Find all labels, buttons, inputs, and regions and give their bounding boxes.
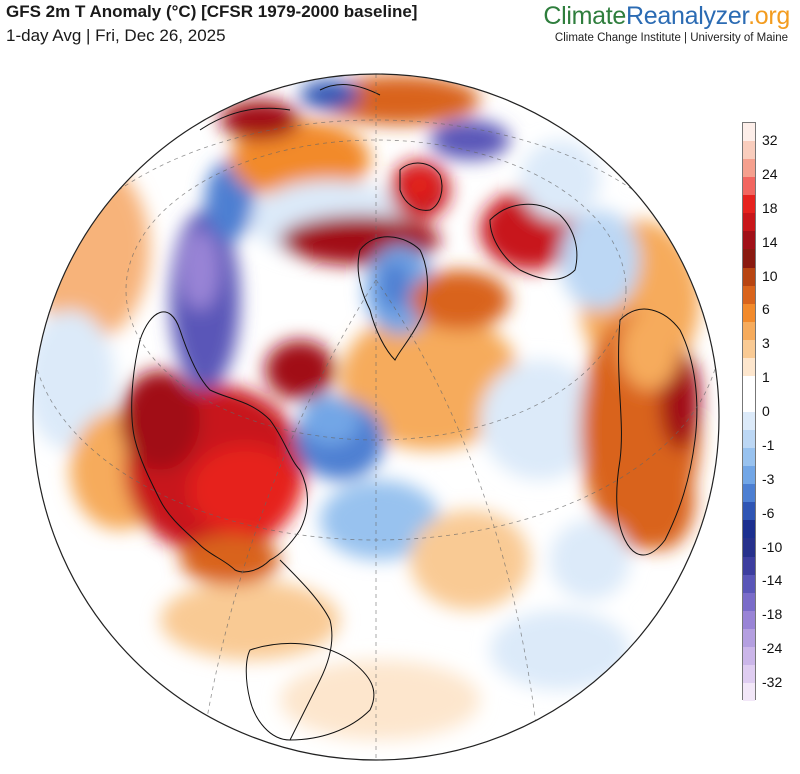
legend-label: -32 — [762, 674, 783, 690]
color-scale-bar — [742, 122, 756, 701]
legend-label: 14 — [762, 233, 778, 250]
brand-part-org: .org — [748, 2, 790, 30]
legend-swatch — [743, 448, 755, 467]
legend-swatch — [743, 375, 755, 394]
legend-swatch — [743, 339, 755, 358]
legend-swatch — [743, 303, 755, 322]
legend-swatch — [743, 123, 755, 142]
legend-label: -6 — [762, 504, 775, 521]
coastlines — [131, 84, 698, 741]
legend-label: -18 — [762, 606, 783, 623]
legend-swatch — [743, 538, 755, 557]
brand-part-reanalyzer: Reanalyzer — [626, 2, 749, 30]
brand-logo[interactable]: ClimateReanalyzer.org — [543, 2, 790, 31]
legend-label: 10 — [762, 267, 778, 284]
legend-swatch — [743, 628, 755, 647]
legend-label: -1 — [762, 436, 775, 453]
legend-swatch — [743, 520, 755, 539]
legend-swatch — [743, 195, 755, 214]
legend-swatch — [743, 321, 755, 340]
map-title: GFS 2m T Anomaly (°C) [CFSR 1979-2000 ba… — [6, 2, 418, 21]
legend-label: -3 — [762, 470, 775, 487]
legend-label: -24 — [762, 640, 783, 657]
legend-swatch — [743, 556, 755, 575]
legend-label: 0 — [762, 403, 770, 419]
legend-swatch — [743, 484, 755, 503]
brand-part-climate: Climate — [543, 2, 627, 30]
legend-swatch — [743, 412, 755, 431]
map-subtitle: 1-day Avg | Fri, Dec 26, 2025 — [6, 26, 226, 45]
legend-label: 32 — [762, 132, 778, 148]
legend-swatch — [743, 141, 755, 160]
legend-swatch — [743, 646, 755, 665]
legend-swatch — [743, 231, 755, 250]
legend-swatch — [743, 177, 755, 196]
brand-tagline: Climate Change Institute | University of… — [554, 32, 788, 44]
legend-swatch — [743, 267, 755, 286]
legend-label: 3 — [762, 335, 770, 352]
legend-swatch — [743, 249, 755, 268]
legend-swatch — [743, 159, 755, 178]
legend-swatch — [743, 592, 755, 611]
globe-outline — [32, 73, 720, 761]
legend-label: 18 — [762, 199, 778, 216]
legend-label: -14 — [762, 572, 783, 589]
legend-swatch — [743, 664, 755, 683]
color-scale-labels: 32 24 18 14 10 6 3 1 0 -1 -3 -6 -10 -14 -18 -24 -32 — [762, 122, 798, 700]
legend-swatch — [743, 357, 755, 376]
legend-swatch — [743, 393, 755, 412]
legend-swatch — [743, 610, 755, 629]
legend-label: -10 — [762, 538, 783, 555]
legend-swatch — [743, 682, 755, 701]
graticule — [33, 74, 719, 760]
legend-swatch — [743, 213, 755, 232]
legend-label: 6 — [762, 301, 770, 318]
legend-label: 24 — [762, 165, 778, 182]
legend-swatch — [743, 502, 755, 521]
legend-swatch — [743, 430, 755, 449]
legend-swatch — [743, 574, 755, 593]
legend-label: 1 — [762, 369, 770, 386]
legend-swatch — [743, 285, 755, 304]
legend-swatch — [743, 466, 755, 485]
